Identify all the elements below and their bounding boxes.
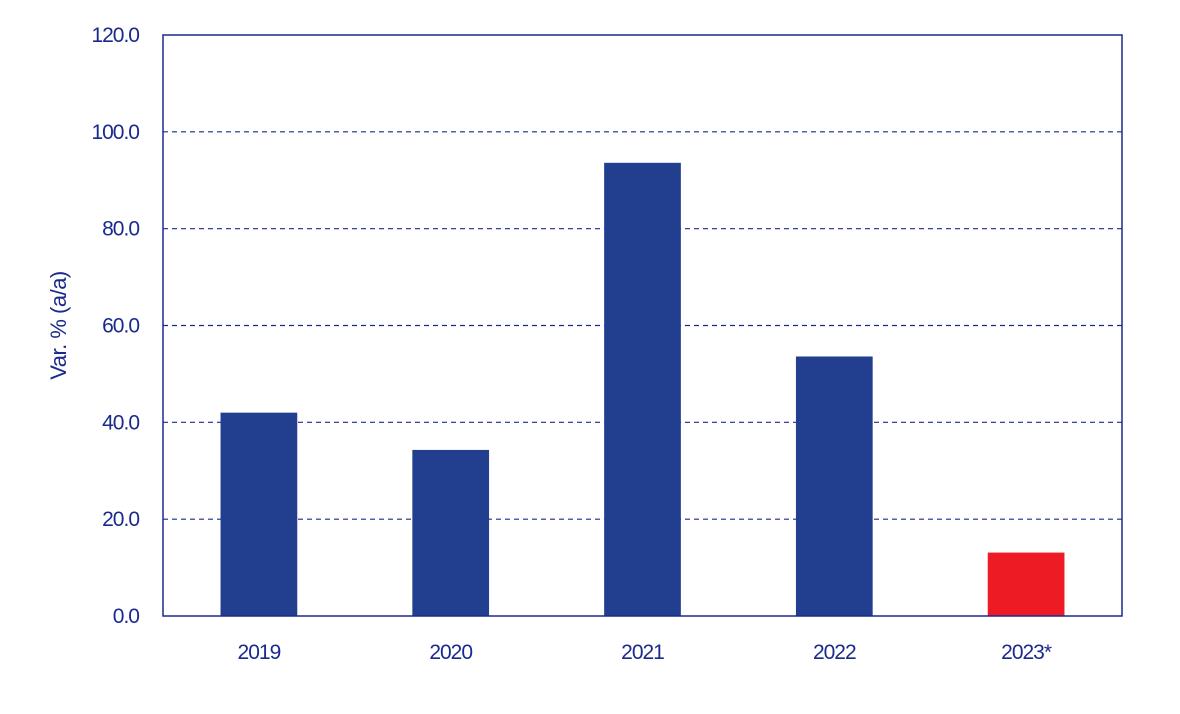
y-axis-title: Var. % (a/a) [46,271,71,380]
x-tick-label: 2019 [238,641,281,664]
bar [987,552,1065,616]
y-tick-label: 100.0 [91,121,139,144]
y-tick-label: 40.0 [102,411,139,434]
y-tick-label: 60.0 [102,315,139,338]
y-tick-label: 80.0 [102,218,139,241]
y-tick-label: 20.0 [102,508,139,531]
bar [795,356,873,616]
x-axis-ticks: 2019 2020 2021 2022 2023* [238,641,1053,664]
y-axis-ticks: 0.0 20.0 40.0 60.0 80.0 100.0 120.0 [91,24,140,628]
y-tick-label: 0.0 [113,605,140,628]
bar [604,162,681,616]
plot-frame [162,34,1123,617]
x-tick-label: 2020 [429,641,472,664]
bars [220,162,1065,616]
x-tick-label: 2022 [813,641,856,664]
x-tick-label: 2023* [1001,641,1052,664]
y-tick-label: 120.0 [91,24,139,47]
x-tick-label: 2021 [621,641,664,664]
bar [220,412,298,616]
bar [412,449,490,616]
